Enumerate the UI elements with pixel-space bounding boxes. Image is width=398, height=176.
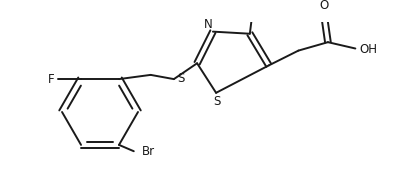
Text: OH: OH xyxy=(359,43,377,56)
Text: N: N xyxy=(204,18,213,31)
Text: F: F xyxy=(48,73,55,86)
Text: S: S xyxy=(213,95,221,108)
Text: O: O xyxy=(319,0,328,12)
Text: S: S xyxy=(178,72,185,84)
Text: Br: Br xyxy=(142,145,155,158)
